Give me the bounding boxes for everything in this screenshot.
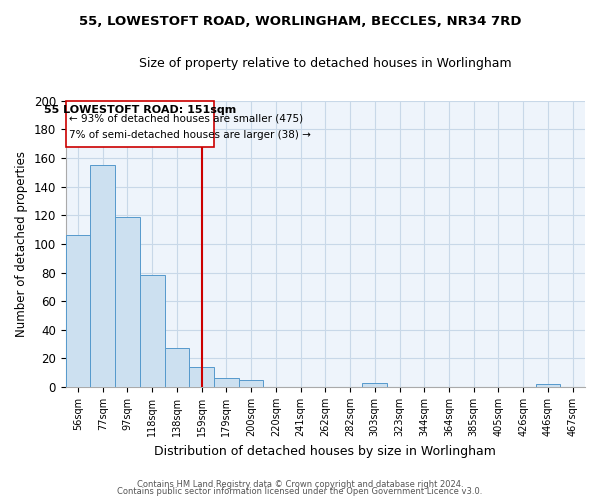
Text: 55 LOWESTOFT ROAD: 151sqm: 55 LOWESTOFT ROAD: 151sqm bbox=[44, 105, 236, 115]
Bar bbox=[164, 348, 190, 387]
Text: Contains HM Land Registry data © Crown copyright and database right 2024.: Contains HM Land Registry data © Crown c… bbox=[137, 480, 463, 489]
Text: 55, LOWESTOFT ROAD, WORLINGHAM, BECCLES, NR34 7RD: 55, LOWESTOFT ROAD, WORLINGHAM, BECCLES,… bbox=[79, 15, 521, 28]
Text: 7% of semi-detached houses are larger (38) →: 7% of semi-detached houses are larger (3… bbox=[68, 130, 310, 140]
Text: ← 93% of detached houses are smaller (475): ← 93% of detached houses are smaller (47… bbox=[68, 113, 303, 123]
Bar bbox=[239, 380, 263, 387]
Bar bbox=[91, 165, 115, 387]
Y-axis label: Number of detached properties: Number of detached properties bbox=[15, 151, 28, 337]
Bar bbox=[115, 217, 140, 387]
Bar bbox=[214, 378, 239, 387]
Bar bbox=[190, 367, 214, 387]
Bar bbox=[140, 276, 164, 387]
FancyBboxPatch shape bbox=[66, 101, 214, 146]
Text: Contains public sector information licensed under the Open Government Licence v3: Contains public sector information licen… bbox=[118, 487, 482, 496]
Title: Size of property relative to detached houses in Worlingham: Size of property relative to detached ho… bbox=[139, 58, 512, 70]
Bar bbox=[362, 383, 387, 387]
X-axis label: Distribution of detached houses by size in Worlingham: Distribution of detached houses by size … bbox=[154, 444, 496, 458]
Bar bbox=[65, 236, 91, 387]
Bar bbox=[536, 384, 560, 387]
